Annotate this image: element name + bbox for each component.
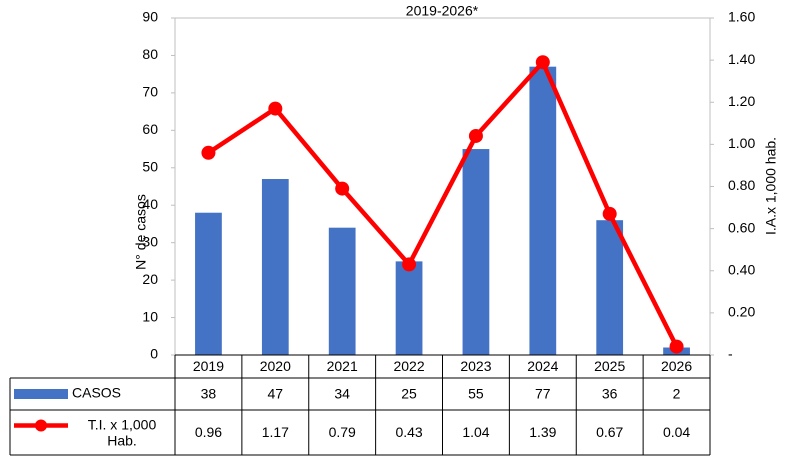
y2-tick-label: 1.40 <box>728 51 755 67</box>
table-value: 38 <box>201 386 217 402</box>
y-tick-label: 30 <box>142 233 158 249</box>
y-tick-label: 70 <box>142 84 158 100</box>
line-marker <box>335 181 350 196</box>
bar <box>395 261 423 355</box>
line-marker <box>535 55 550 70</box>
y2-tick-label: 1.00 <box>728 135 755 151</box>
y2-axis-title: I.A.x 1,000 hab. <box>763 137 779 235</box>
legend-label: CASOS <box>72 385 121 401</box>
y-axis-title: N° de casos <box>133 194 149 270</box>
y-tick-label: 90 <box>142 9 158 25</box>
legend-swatch <box>35 419 47 432</box>
y2-tick-label: 1.20 <box>728 93 755 109</box>
table-value: 2 <box>673 386 681 402</box>
y-tick-label: 0 <box>150 346 158 362</box>
bar <box>596 220 624 355</box>
table-value: 47 <box>268 386 284 402</box>
y-tick-label: 40 <box>142 196 158 212</box>
x-tick-label: 2022 <box>393 358 424 374</box>
y-tick-label: 80 <box>142 46 158 62</box>
x-tick-label: 2025 <box>594 358 625 374</box>
table-value: 55 <box>468 386 484 402</box>
table-value: 0.67 <box>596 424 623 440</box>
table-value: 34 <box>334 386 350 402</box>
line-marker <box>402 257 417 272</box>
bar <box>261 179 289 355</box>
y-tick-label: 50 <box>142 158 158 174</box>
y-tick-label: 60 <box>142 121 158 137</box>
line-marker <box>201 145 216 160</box>
table-value: 0.79 <box>329 424 356 440</box>
table-value: 77 <box>535 386 551 402</box>
line <box>207 59 679 348</box>
table-value: 0.43 <box>395 424 422 440</box>
legend-swatch <box>14 389 68 399</box>
bar <box>462 149 490 355</box>
chart-title: 2019-2026* <box>406 3 479 19</box>
table-value: 25 <box>401 386 417 402</box>
x-tick-label: 2021 <box>327 358 358 374</box>
plot-frame <box>174 17 711 356</box>
bar <box>195 212 222 355</box>
x-tick-label: 2020 <box>260 358 291 374</box>
y-tick-label: 20 <box>142 271 158 287</box>
bar <box>328 227 356 355</box>
y2-tick-label: 0.20 <box>728 304 755 320</box>
table-value: 1.39 <box>529 424 556 440</box>
x-tick-label: 2024 <box>527 358 558 374</box>
y2-tick-label: 0.80 <box>728 177 755 193</box>
y2-tick-label: - <box>728 346 733 362</box>
legend-label: T.I. x 1,000 Hab. <box>88 416 157 448</box>
y2-tick-label: 0.60 <box>728 219 755 235</box>
x-tick-label: 2019 <box>193 358 224 374</box>
bar <box>529 66 557 355</box>
y2-tick-label: 1.60 <box>728 9 755 25</box>
table-value: 0.96 <box>195 424 222 440</box>
y-tick-label: 10 <box>142 308 158 324</box>
x-tick-label: 2023 <box>460 358 491 374</box>
line-marker <box>669 339 684 354</box>
table-value: 1.17 <box>262 424 289 440</box>
table-value: 0.04 <box>663 424 690 440</box>
table-value: 36 <box>602 386 618 402</box>
line-marker <box>602 206 617 221</box>
x-tick-label: 2026 <box>661 358 692 374</box>
table-value: 1.04 <box>462 424 489 440</box>
y2-tick-label: 0.40 <box>728 261 755 277</box>
line-marker <box>468 128 483 143</box>
line-marker <box>268 101 283 116</box>
